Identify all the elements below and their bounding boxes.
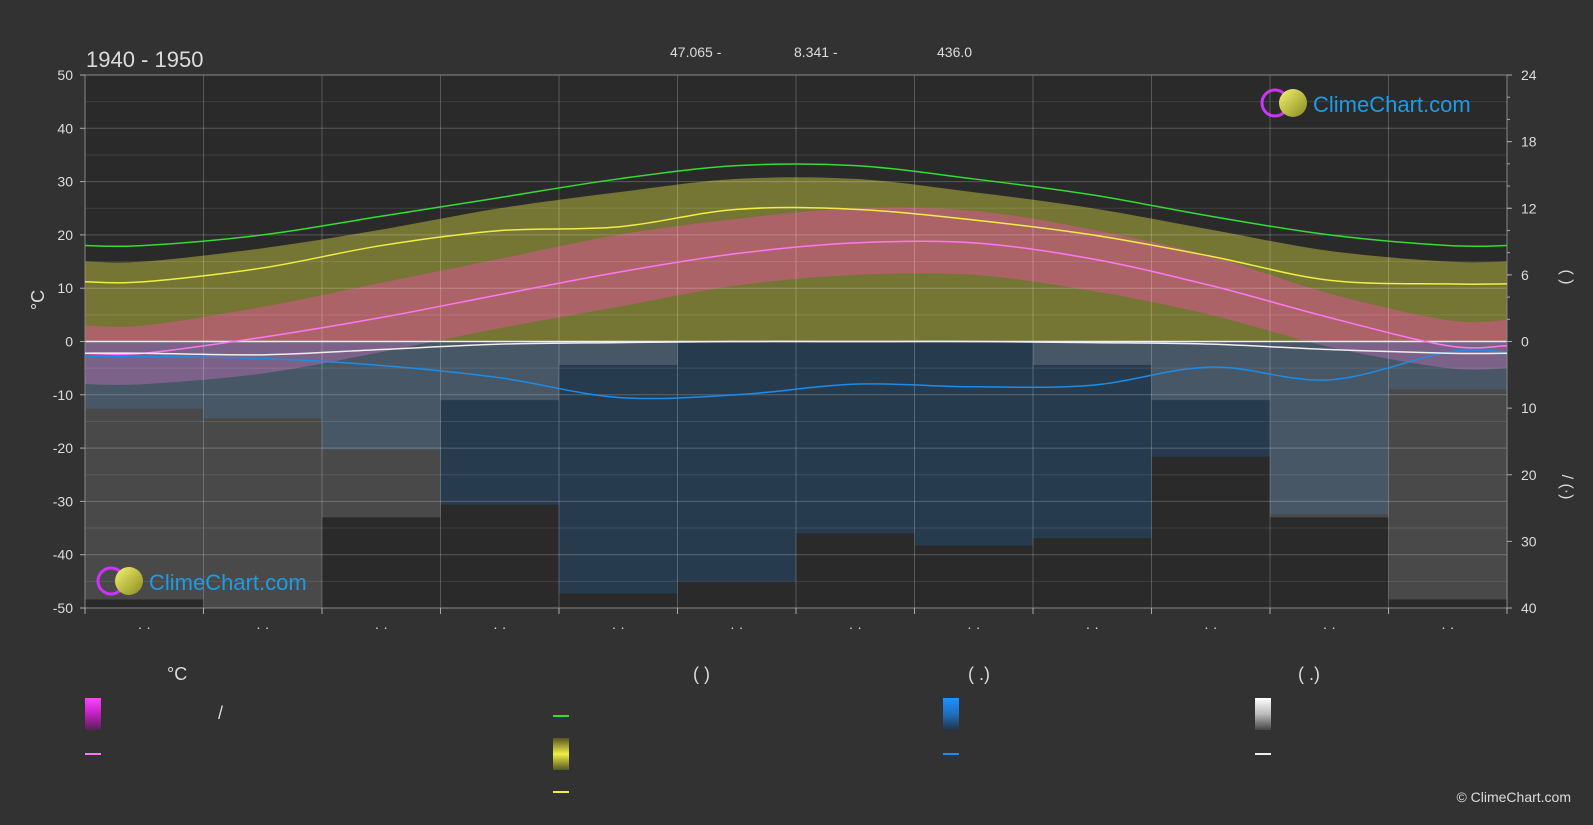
right-tick-label: 20 bbox=[1521, 467, 1537, 483]
right-tick-label: 12 bbox=[1521, 200, 1537, 216]
snow-bar bbox=[322, 341, 441, 518]
precip-bar bbox=[914, 341, 1033, 546]
legend-swatch-daylight-range bbox=[553, 738, 569, 770]
snow-bar bbox=[1270, 341, 1389, 518]
right-axis-top-label: ( ) bbox=[1558, 269, 1575, 284]
x-tick-label: · · bbox=[612, 619, 625, 635]
right-axis-bottom-label: / (·) bbox=[1558, 475, 1575, 500]
legend-header-precipitation: ( .) bbox=[968, 664, 990, 684]
x-tick-label: · · bbox=[730, 619, 743, 635]
snow-bar bbox=[1033, 341, 1152, 365]
legend-swatch-snow bbox=[1255, 753, 1271, 755]
precip-bar bbox=[440, 341, 559, 505]
right-axis-ticks: 24 18 12 6 0 10 20 30 40 bbox=[1507, 67, 1537, 616]
logo-top[interactable]: ClimeChart.com bbox=[1260, 88, 1471, 118]
x-tick-label: · · bbox=[1323, 619, 1336, 635]
series-line-1 bbox=[84, 206, 1508, 285]
left-axis-label: °C bbox=[28, 290, 48, 310]
x-tick-label: · · bbox=[138, 619, 151, 635]
precip-bar bbox=[559, 341, 678, 594]
copyright-text: © ClimeChart.com bbox=[1456, 789, 1571, 805]
x-tick-label: · · bbox=[967, 619, 980, 635]
right-tick-label: 40 bbox=[1521, 600, 1537, 616]
snow-bar bbox=[85, 341, 204, 600]
legend-swatch-precip-range bbox=[943, 698, 959, 730]
data-bands bbox=[85, 177, 1507, 385]
precip-bar bbox=[1270, 341, 1389, 515]
precip-bar bbox=[1151, 341, 1270, 457]
series-line-4 bbox=[84, 340, 1508, 356]
x-tick-label: · · bbox=[1204, 619, 1217, 635]
series-lines bbox=[84, 163, 1508, 400]
legend-header-temperature: °C bbox=[167, 664, 188, 684]
precip-bar bbox=[1033, 341, 1152, 539]
snow-bar bbox=[203, 341, 322, 608]
legend-swatch-temp-mean bbox=[85, 753, 101, 755]
right-tick-label: 0 bbox=[1521, 334, 1529, 350]
period-title: 1940 - 1950 bbox=[86, 47, 203, 72]
latitude-label: 47.065 - bbox=[670, 44, 722, 60]
legend-swatch-precip bbox=[943, 753, 959, 755]
precip-bar bbox=[1388, 341, 1507, 390]
logo-bottom[interactable]: ClimeChart.com bbox=[96, 566, 307, 596]
left-tick-label: -30 bbox=[53, 493, 73, 509]
x-tick-label: · · bbox=[1086, 619, 1099, 635]
right-tick-label: 24 bbox=[1521, 67, 1537, 83]
series-line-2 bbox=[84, 240, 1508, 356]
snow-bar bbox=[559, 341, 678, 365]
legend-header-sunshine: ( ) bbox=[693, 664, 710, 684]
legend-separator: / bbox=[218, 703, 224, 723]
logo-sun-icon bbox=[115, 567, 143, 595]
legend-swatch-daylight bbox=[553, 791, 569, 793]
left-tick-label: -20 bbox=[53, 440, 73, 456]
precipitation-bars bbox=[85, 341, 1507, 608]
logo-text: ClimeChart.com bbox=[149, 570, 307, 595]
x-tick-label: · · bbox=[375, 619, 388, 635]
left-tick-label: -10 bbox=[53, 387, 73, 403]
x-tick-label: · · bbox=[256, 619, 269, 635]
longitude-label: 8.341 - bbox=[794, 44, 838, 60]
x-tick-label: · · bbox=[493, 619, 506, 635]
left-tick-label: 50 bbox=[57, 67, 73, 83]
x-tick-label: · · bbox=[849, 619, 862, 635]
legend-header-snow: ( .) bbox=[1298, 664, 1320, 684]
logo-text: ClimeChart.com bbox=[1313, 92, 1471, 117]
left-tick-label: 40 bbox=[57, 120, 73, 136]
right-tick-label: 10 bbox=[1521, 400, 1537, 416]
elevation-label: 436.0 bbox=[937, 44, 972, 60]
band-1 bbox=[85, 207, 1507, 385]
left-tick-label: 10 bbox=[57, 280, 73, 296]
precip-bar bbox=[677, 341, 796, 582]
left-tick-label: -40 bbox=[53, 547, 73, 563]
series-line-3 bbox=[84, 349, 1508, 400]
snow-bar bbox=[1388, 341, 1507, 600]
legend-swatch-temp-range bbox=[85, 698, 101, 730]
x-tick-label: · · bbox=[1441, 619, 1454, 635]
legend-swatch-snow-range bbox=[1255, 698, 1271, 730]
snow-bar bbox=[440, 341, 559, 401]
left-tick-label: 20 bbox=[57, 227, 73, 243]
left-tick-label: 0 bbox=[65, 334, 73, 350]
right-tick-label: 30 bbox=[1521, 533, 1537, 549]
left-tick-label: 30 bbox=[57, 174, 73, 190]
left-tick-label: -50 bbox=[53, 600, 73, 616]
precip-bar bbox=[322, 341, 441, 450]
series-line-0 bbox=[84, 163, 1508, 248]
logo-sun-icon bbox=[1279, 89, 1307, 117]
x-axis-ticks: · · · · · · · · · · · · · · · · · · · · · · · · bbox=[84, 608, 1508, 635]
legend-swatch-sunshine bbox=[553, 715, 569, 717]
left-axis-ticks: 50 40 30 20 10 0 -10 -20 -30 -40 -50 bbox=[53, 67, 85, 616]
precip-bar bbox=[796, 341, 915, 534]
right-tick-label: 18 bbox=[1521, 134, 1537, 150]
right-tick-label: 6 bbox=[1521, 267, 1529, 283]
grid bbox=[84, 74, 1508, 609]
